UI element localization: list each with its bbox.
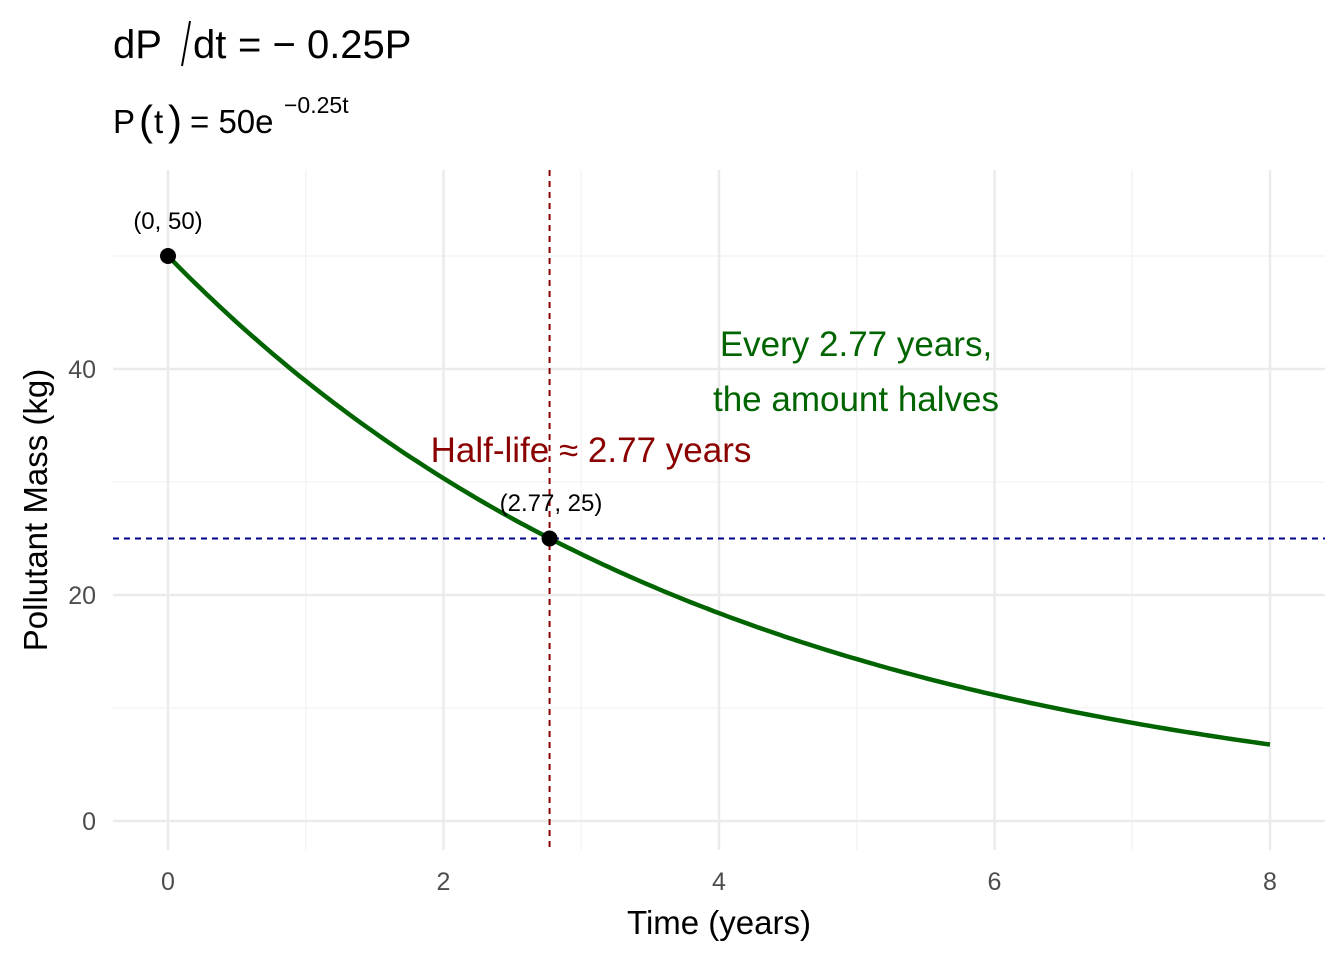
annotation-every-line-1: Every 2.77 years, [720, 325, 992, 364]
point-label-start: (0, 50) [133, 208, 202, 235]
subtitle-rhs: = 50e [190, 103, 274, 140]
y-tick-label: 20 [68, 582, 96, 610]
x-tick-label: 0 [161, 868, 175, 896]
data-point [160, 248, 176, 264]
y-axis-title: Pollutant Mass (kg) [17, 369, 54, 651]
series-line-pt [166, 254, 1271, 747]
annotation-every-line-2: the amount halves [713, 380, 999, 419]
subtitle-lhs: P [113, 103, 135, 140]
subtitle-paren-open: ( [139, 97, 153, 144]
title-numerator: dP [113, 23, 162, 67]
x-axis-title: Time (years) [627, 904, 811, 941]
subtitle-arg: t [154, 103, 163, 140]
grid [113, 170, 1325, 850]
x-tick-label: 2 [437, 868, 451, 896]
subtitle-exponent: −0.25t [284, 92, 349, 118]
axis-ticks: 0 2 4 6 8 0 20 40 [68, 356, 1277, 896]
chart-title: dP dt = − 0.25P [113, 20, 411, 67]
point-label-half: (2.77, 25) [500, 490, 603, 517]
y-tick-label: 0 [82, 808, 96, 836]
chart-subtitle: P ( t ) = 50e −0.25t [113, 92, 349, 144]
x-tick-label: 8 [1263, 868, 1277, 896]
title-fraction-slash [181, 20, 191, 67]
points [160, 248, 558, 547]
reference-lines [113, 170, 1325, 850]
title-denominator: dt [193, 23, 226, 67]
x-tick-label: 6 [988, 868, 1002, 896]
y-tick-label: 40 [68, 356, 96, 384]
annotation-half-life: Half-life ≈ 2.77 years [431, 431, 752, 470]
subtitle-paren-close: ) [168, 97, 182, 144]
x-tick-label: 4 [712, 868, 726, 896]
data-point [541, 530, 558, 547]
title-rhs: = − 0.25P [238, 23, 411, 67]
